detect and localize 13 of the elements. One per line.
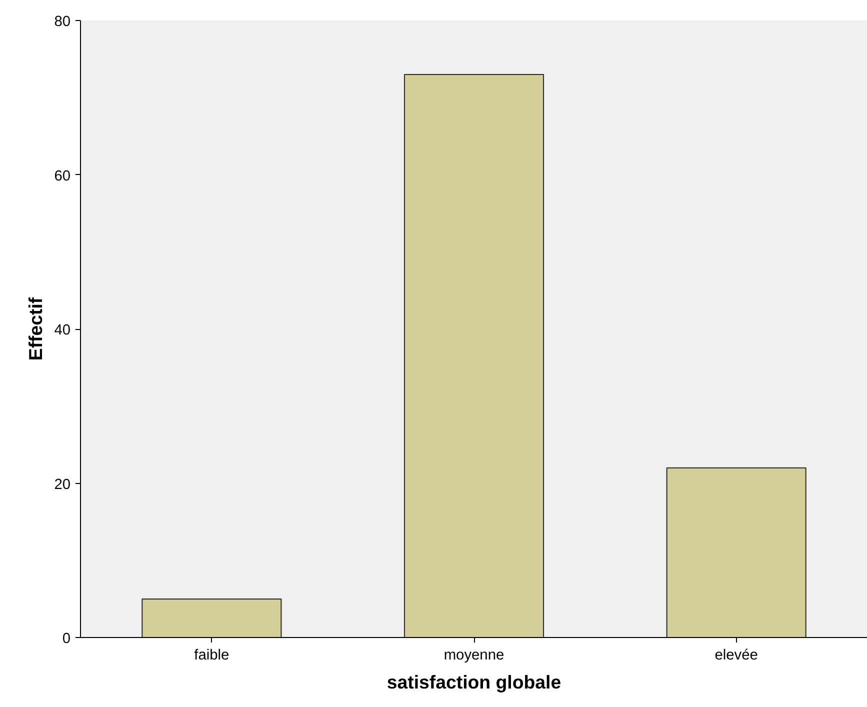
y-tick-label: 40 <box>54 322 71 338</box>
x-tick-label: moyenne <box>444 648 504 664</box>
y-tick-label: 0 <box>62 631 71 647</box>
bar <box>666 467 806 638</box>
y-axis-title: Effectif <box>25 296 46 361</box>
bar <box>404 74 544 638</box>
bar <box>142 598 282 638</box>
y-tick-label: 20 <box>54 476 71 493</box>
y-tick-label: 80 <box>54 14 71 30</box>
x-axis-title: satisfaction globale <box>386 672 562 692</box>
x-tick-label: elevée <box>714 648 758 664</box>
y-tick-label: 60 <box>54 168 71 184</box>
x-tick-label: faible <box>194 648 230 664</box>
